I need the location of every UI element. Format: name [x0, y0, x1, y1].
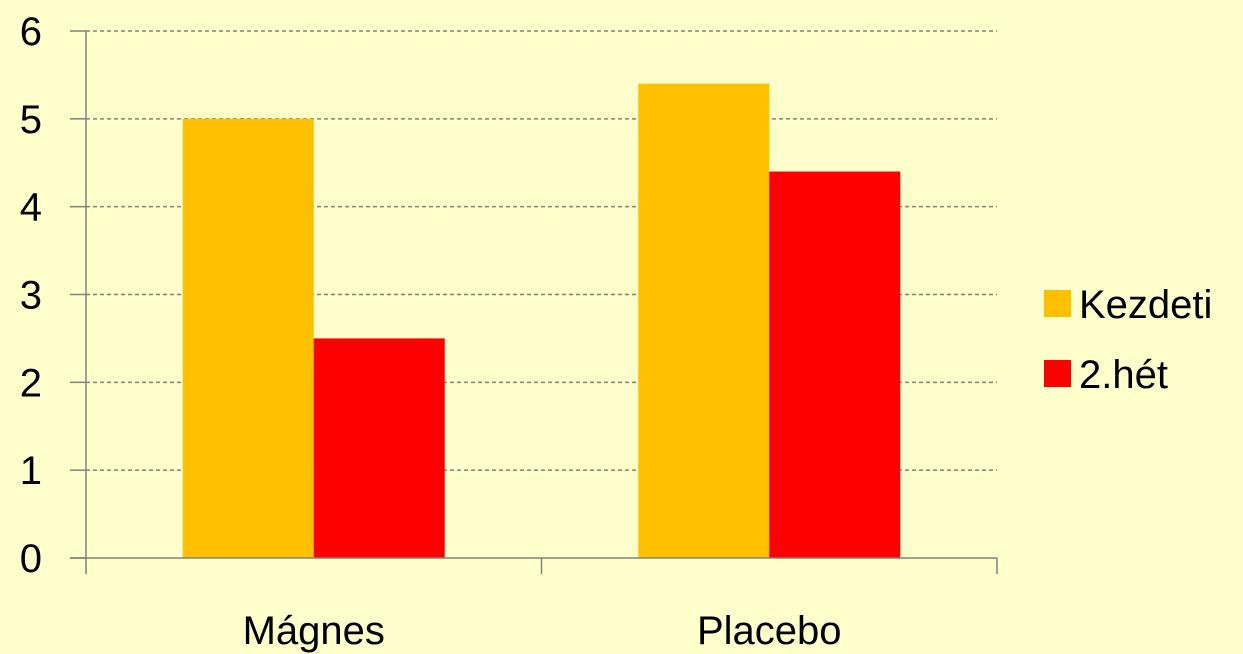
bar-het2-0 — [313, 338, 445, 558]
y-tick-label: 3 — [20, 274, 42, 318]
y-tick-labels: 0 1 2 3 4 5 6 — [20, 10, 42, 581]
y-tick-label: 6 — [20, 10, 42, 54]
x-category-label: Mágnes — [243, 609, 385, 653]
legend-swatch — [1044, 290, 1071, 317]
y-tick-label: 2 — [20, 361, 42, 405]
bar-kezdeti-1 — [638, 83, 770, 558]
legend-swatch — [1044, 360, 1071, 387]
bar-kezdeti-0 — [182, 118, 314, 558]
legend-label: 2.hét — [1079, 353, 1168, 397]
y-tick-label: 5 — [20, 98, 42, 142]
x-category-label: Placebo — [697, 609, 842, 653]
legend: Kezdeti 2.hét — [1044, 283, 1212, 397]
y-tick-label: 1 — [20, 449, 42, 493]
x-category-labels: Mágnes Placebo — [243, 609, 842, 653]
y-tick-label: 0 — [20, 537, 42, 581]
bar-het2-1 — [769, 171, 901, 559]
axes — [70, 30, 998, 574]
legend-label: Kezdeti — [1079, 283, 1212, 327]
bars — [182, 83, 901, 559]
y-tick-label: 4 — [20, 186, 42, 230]
